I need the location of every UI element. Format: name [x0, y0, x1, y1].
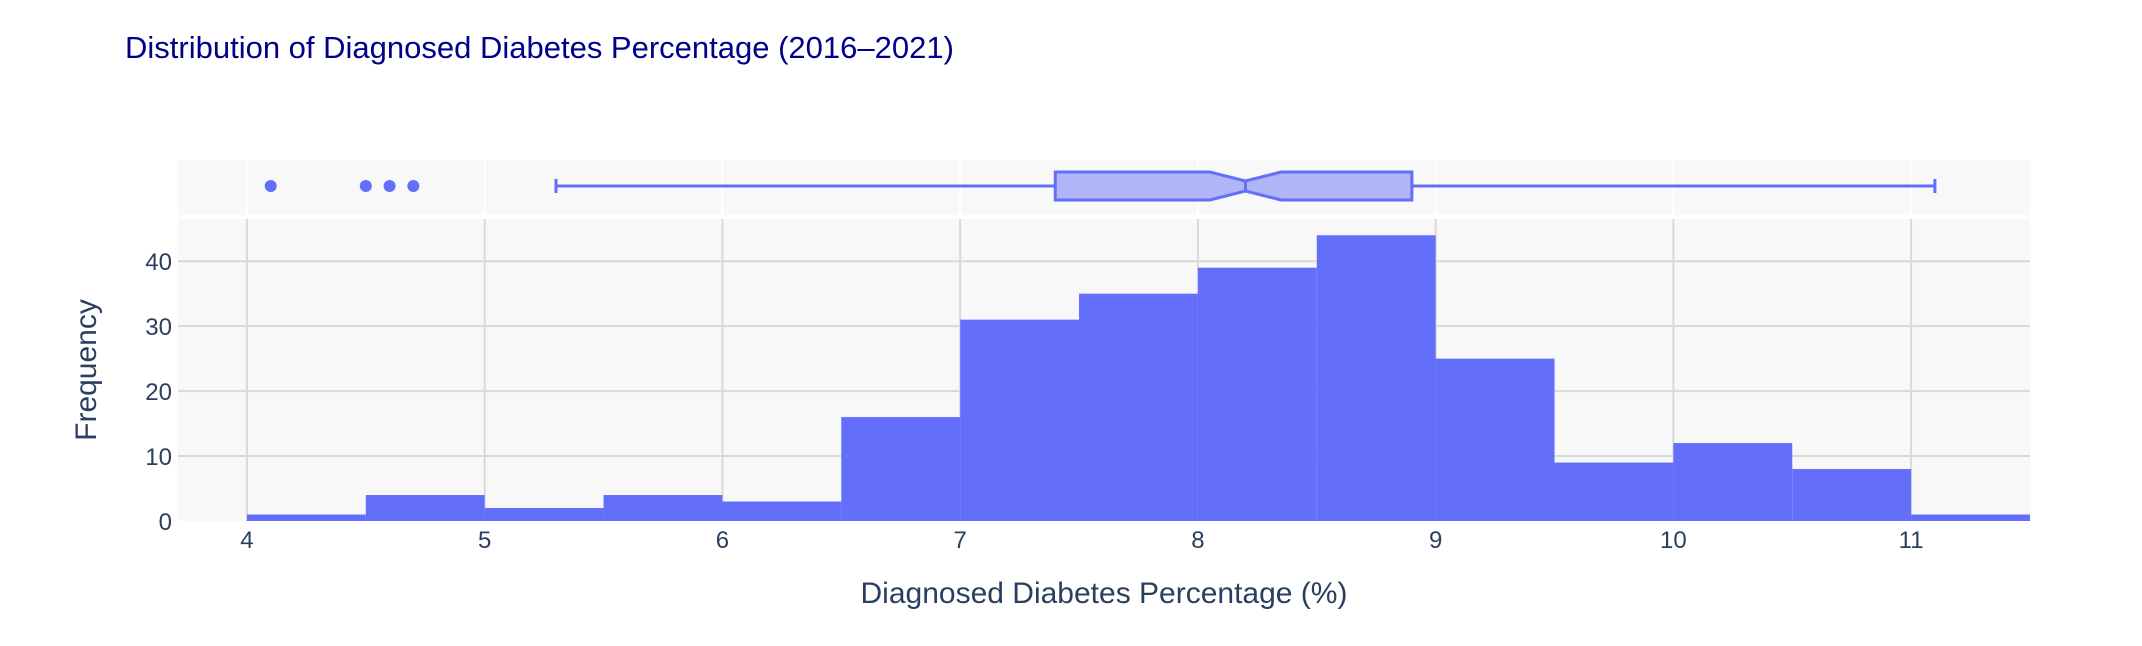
box-outlier-point	[264, 180, 277, 192]
histogram-bar	[1316, 235, 1436, 521]
x-tick-label: 9	[1429, 527, 1442, 554]
box-plot	[264, 170, 1937, 202]
y-tick-label: 20	[145, 379, 172, 406]
histogram-bar	[1911, 514, 2030, 521]
y-tick-label: 10	[145, 444, 172, 471]
histogram-bar	[1673, 443, 1793, 521]
x-tick-label: 8	[1191, 527, 1204, 554]
histogram-bar	[365, 495, 485, 521]
y-tick-label: 0	[159, 509, 172, 536]
x-axis-tick-labels: 4 5 6 7 8 9 10 11	[240, 527, 1923, 554]
histogram-bar	[1079, 293, 1198, 521]
y-tick-label: 40	[145, 249, 172, 276]
chart-title: Distribution of Diagnosed Diabetes Perce…	[125, 30, 954, 65]
box-iqr	[1053, 170, 1414, 202]
histogram-bar	[722, 501, 842, 521]
y-axis-tick-labels: 0 10 20 30 40	[145, 249, 172, 536]
histogram-bars	[246, 235, 2030, 521]
y-tick-label: 30	[145, 314, 172, 341]
x-tick-label: 6	[716, 527, 729, 554]
box-outlier-point	[407, 180, 420, 192]
histogram-bar	[960, 319, 1080, 521]
x-tick-label: 10	[1660, 527, 1687, 554]
histogram-bar	[603, 495, 723, 521]
x-tick-label: 11	[1899, 527, 1924, 554]
histogram-bar	[1792, 469, 1912, 521]
x-tick-label: 5	[478, 527, 491, 554]
histogram-bar	[1435, 358, 1555, 521]
histogram-bar	[1554, 462, 1674, 521]
x-axis-label: Diagnosed Diabetes Percentage (%)	[861, 577, 1348, 610]
box-outlier-point	[359, 180, 372, 192]
y-axis-label: Frequency	[70, 299, 103, 441]
histogram-bar	[246, 514, 366, 521]
histogram-bar	[841, 417, 961, 521]
x-tick-label: 7	[953, 527, 966, 554]
histogram-bar	[484, 508, 604, 521]
histogram-bar	[1197, 267, 1317, 521]
box-outlier-point	[383, 180, 396, 192]
x-tick-label: 4	[240, 527, 253, 554]
